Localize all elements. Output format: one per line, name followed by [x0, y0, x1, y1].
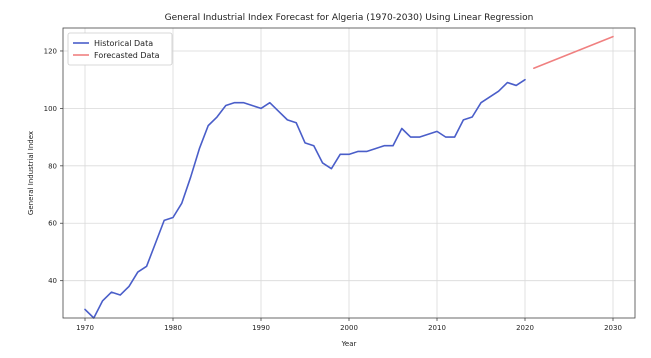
x-tick-label: 2030 [604, 324, 622, 332]
historical-data-line [84, 78, 526, 319]
y-axis-title: General Industrial Index [27, 131, 35, 215]
x-tick-label: 1980 [164, 324, 182, 332]
legend: Historical Data Forecasted Data [67, 32, 173, 66]
y-tick-label: 40 [48, 277, 57, 285]
series-layer [84, 35, 614, 319]
x-tick-label: 1990 [252, 324, 270, 332]
tick-labels: 1970 1980 1990 2000 2010 2020 2030 40 60 80 100 120 [44, 47, 622, 332]
legend-label-historical: Historical Data [94, 39, 153, 48]
y-tick-label: 120 [44, 47, 57, 55]
y-tick-label: 80 [48, 162, 57, 170]
legend-box [67, 32, 173, 66]
x-tick-label: 2000 [340, 324, 358, 332]
forecasted-data-line [532, 35, 614, 69]
chart-title: General Industrial Index Forecast for Al… [165, 13, 534, 23]
legend-label-forecast: Forecasted Data [94, 51, 160, 60]
y-tick-label: 100 [44, 105, 57, 113]
x-axis-title: Year [341, 340, 357, 348]
y-tick-label: 60 [48, 220, 57, 228]
x-tick-label: 2010 [428, 324, 446, 332]
grid [63, 28, 635, 318]
x-tick-label: 1970 [76, 324, 94, 332]
x-tick-label: 2020 [516, 324, 534, 332]
